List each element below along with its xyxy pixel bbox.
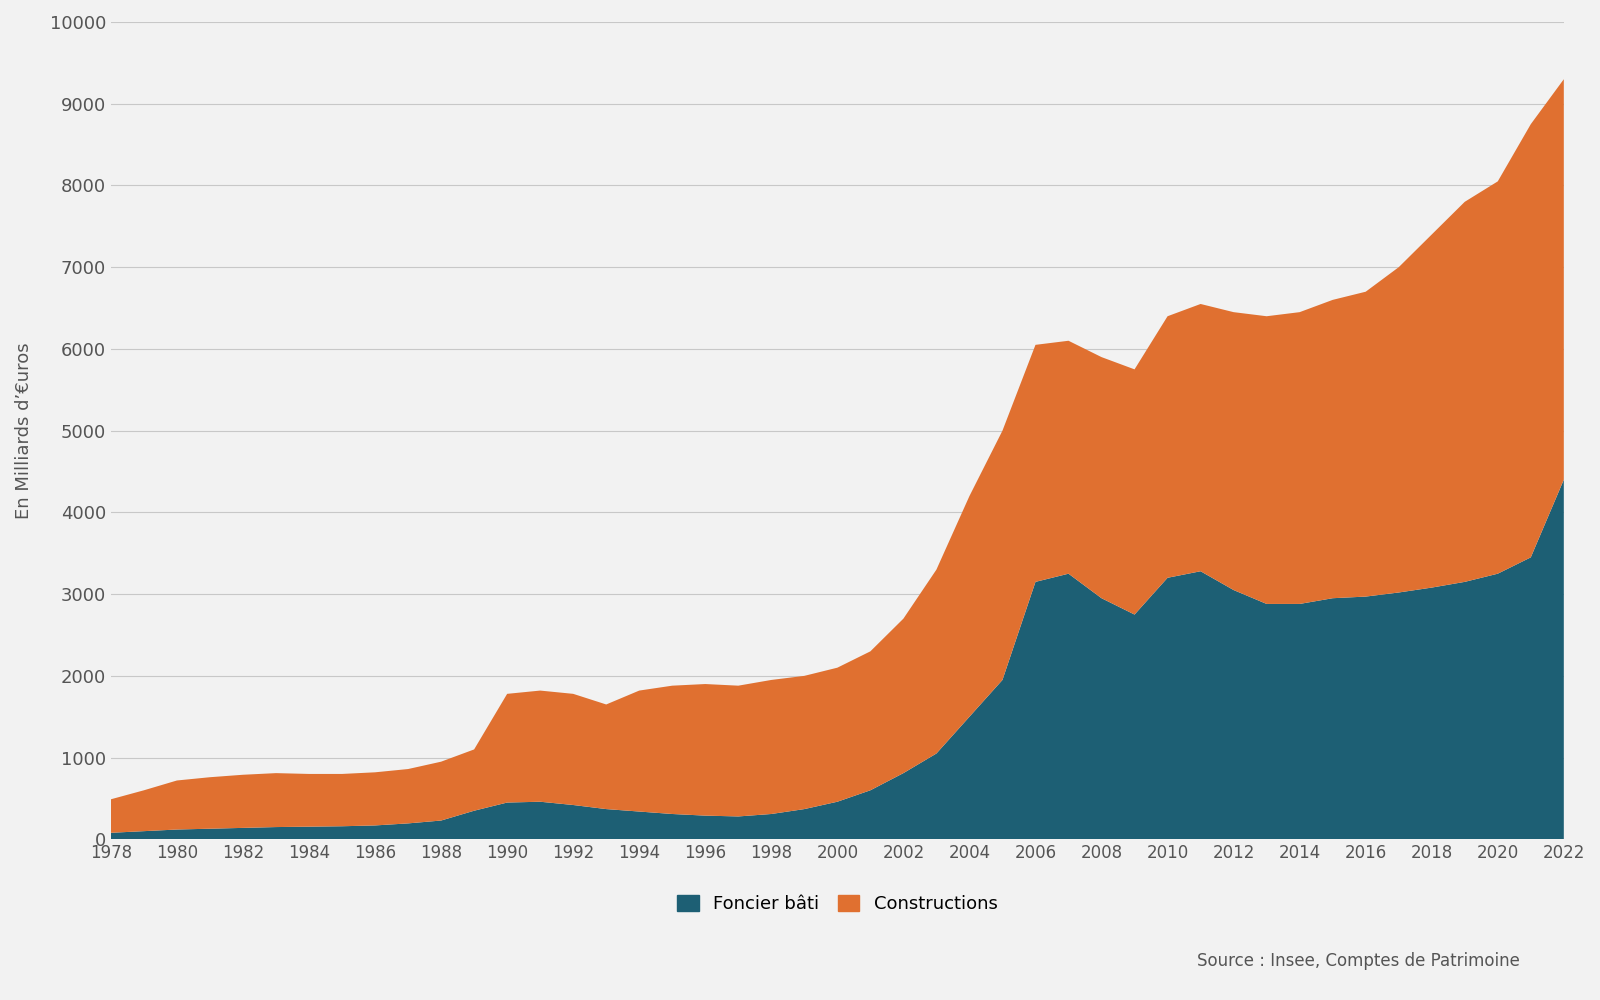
Text: Source : Insee, Comptes de Patrimoine: Source : Insee, Comptes de Patrimoine [1197,952,1520,970]
Y-axis label: En Milliards d’€uros: En Milliards d’€uros [14,342,34,519]
Legend: Foncier bâti, Constructions: Foncier bâti, Constructions [670,887,1005,920]
